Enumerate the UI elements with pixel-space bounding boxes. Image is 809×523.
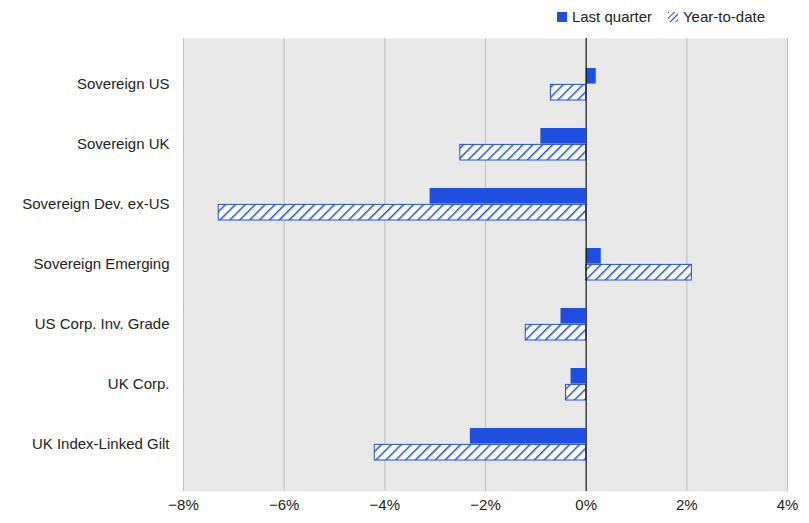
svg-text:−6%: −6% [269,496,299,513]
svg-text:Sovereign Dev. ex-US: Sovereign Dev. ex-US [22,195,169,212]
svg-text:Sovereign Emerging: Sovereign Emerging [34,255,170,272]
svg-text:UK Corp.: UK Corp. [108,375,170,392]
svg-text:−8%: −8% [168,496,198,513]
svg-text:Sovereign UK: Sovereign UK [77,135,170,152]
svg-text:−4%: −4% [370,496,400,513]
svg-text:Sovereign US: Sovereign US [77,75,170,92]
html-text:Year-to-date: Year-to-date [683,8,765,25]
svg-text:4%: 4% [777,496,799,513]
svg-text:−2%: −2% [470,496,500,513]
html-text:Last quarter: Last quarter [571,8,652,25]
svg-text:US Corp. Inv. Grade: US Corp. Inv. Grade [35,315,170,332]
svg-text:0%: 0% [575,496,597,513]
svg-text:2%: 2% [676,496,698,513]
svg-text:UK Index-Linked Gilt: UK Index-Linked Gilt [32,435,170,452]
